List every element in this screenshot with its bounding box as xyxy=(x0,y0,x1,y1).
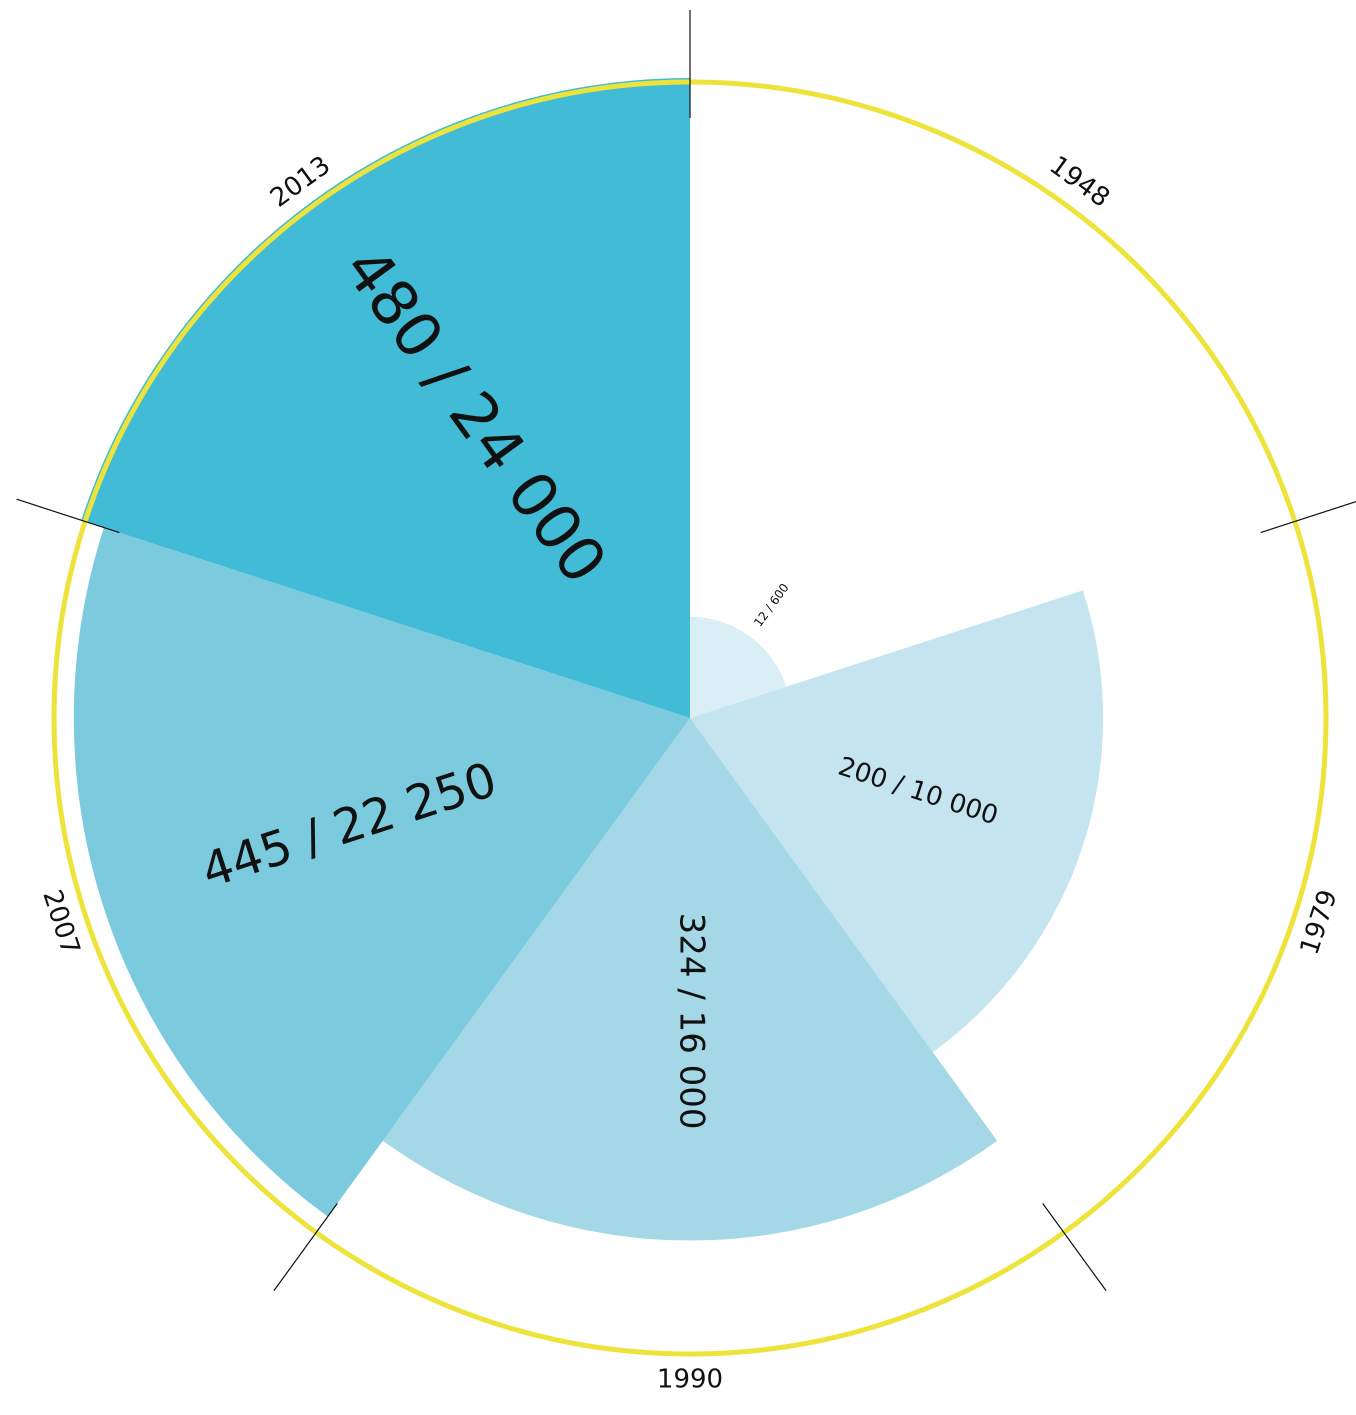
value-label-1948: 12 / 600 xyxy=(751,581,792,630)
sector-2013 xyxy=(81,78,690,718)
sector-1948 xyxy=(690,616,787,718)
dividers-layer xyxy=(16,10,1356,1292)
sector-1990 xyxy=(382,718,998,1241)
divider-line xyxy=(1260,500,1356,534)
sectors-layer xyxy=(73,78,1104,1241)
divider-line xyxy=(1042,1203,1107,1292)
sector-2007 xyxy=(73,527,690,1217)
year-label-1948: 1948 xyxy=(1044,150,1115,213)
sector-1979 xyxy=(690,590,1104,1053)
divider-line xyxy=(16,498,120,534)
value-label-1990: 324 / 16 000 xyxy=(671,913,711,1130)
divider-line xyxy=(273,1203,338,1292)
year-label-1990: 1990 xyxy=(657,1365,723,1395)
